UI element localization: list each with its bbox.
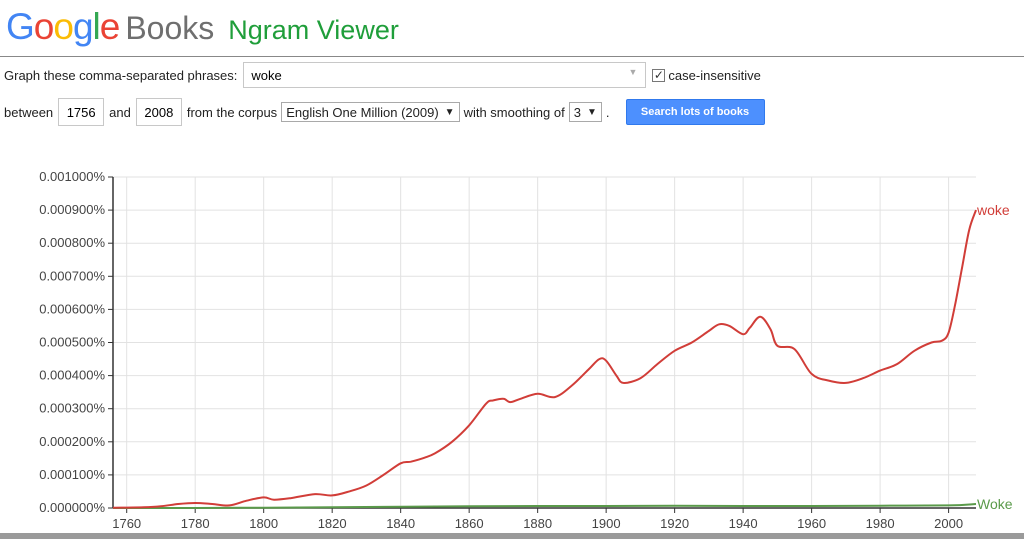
series-line-woke[interactable] [112,209,977,509]
x-tick-label: 1800 [249,516,278,531]
x-tick-label: 1780 [181,516,210,531]
y-tick-label: 0.000000% [39,500,105,515]
phrases-label: Graph these comma-separated phrases: [4,67,238,83]
y-tick-label: 0.000100% [39,467,105,482]
corpus-select-value: English One Million (2009) [286,104,439,120]
y-tick-label: 0.000500% [39,335,105,350]
x-tick-label: 1960 [797,516,826,531]
series-line-woke-capitalized[interactable] [112,503,977,510]
logo-letter: l [92,6,101,47]
search-button[interactable]: Search lots of books [625,99,765,125]
y-tick-label: 0.000200% [39,434,105,449]
phrases-field[interactable]: ▼ [243,62,647,88]
y-tick-label: 0.000300% [39,401,105,416]
x-tick-label: 2000 [934,516,963,531]
smoothing-label: with smoothing of [463,104,565,120]
end-year-input[interactable] [135,98,182,126]
y-tick-label: 0.000900% [39,202,105,217]
y-tick-label: 0.000800% [39,235,105,250]
range-row: between and from the corpus English One … [4,98,765,126]
header: Google Books Ngram Viewer [6,6,399,50]
case-insensitive-label: case-insensitive [668,67,761,83]
y-tick-label: 0.000600% [39,301,105,316]
phrases-input[interactable] [244,63,622,87]
y-tick-label: 0.000400% [39,368,105,383]
logo-letter: o [33,6,55,47]
logo-letter: o [53,6,74,47]
x-tick-label: 1760 [112,516,141,531]
case-insensitive-toggle[interactable]: ✓ case-insensitive [652,68,761,83]
bottom-scrollbar[interactable] [0,533,1024,539]
x-tick-label: 1880 [523,516,552,531]
y-tick-label: 0.000700% [39,268,105,283]
x-tick-label: 1900 [592,516,621,531]
dropdown-caret-icon[interactable]: ▼ [628,67,638,77]
logo-letter: G [6,6,35,47]
start-year-input[interactable] [58,98,105,126]
corpus-label: from the corpus [186,104,278,120]
google-logo[interactable]: Google [6,6,121,47]
x-tick-label: 1840 [386,516,415,531]
corpus-select[interactable]: English One Million (2009) ▼ [281,102,460,122]
and-label: and [109,104,131,120]
checkbox-checked-icon[interactable]: ✓ [652,67,666,82]
series-label[interactable]: woke [976,202,1010,218]
smoothing-dropdown-arrow-icon: ▼ [586,106,597,118]
x-tick-label: 1820 [318,516,347,531]
smoothing-select-value: 3 [573,104,581,120]
series-label[interactable]: Woke [977,496,1013,512]
phrases-row: Graph these comma-separated phrases: ▼ ✓… [4,62,761,88]
logo-letter: e [99,6,121,47]
y-tick-label: 0.001000% [39,169,105,184]
smoothing-select[interactable]: 3 ▼ [568,102,602,122]
logo-letter: g [72,6,94,47]
x-tick-label: 1860 [455,516,484,531]
header-divider [0,56,1024,57]
ngram-chart: 0.000000% 0.000100% 0.000200% 0.000300% 0.00… [39,169,1013,531]
books-product-name: Books [125,10,215,46]
smoothing-suffix: . [605,104,610,120]
x-tick-label: 1940 [729,516,758,531]
corpus-dropdown-arrow-icon: ▼ [444,106,455,118]
app-title: Ngram Viewer [228,15,399,45]
between-label: between [4,104,54,120]
x-tick-label: 1980 [866,516,895,531]
x-tick-label: 1920 [660,516,689,531]
